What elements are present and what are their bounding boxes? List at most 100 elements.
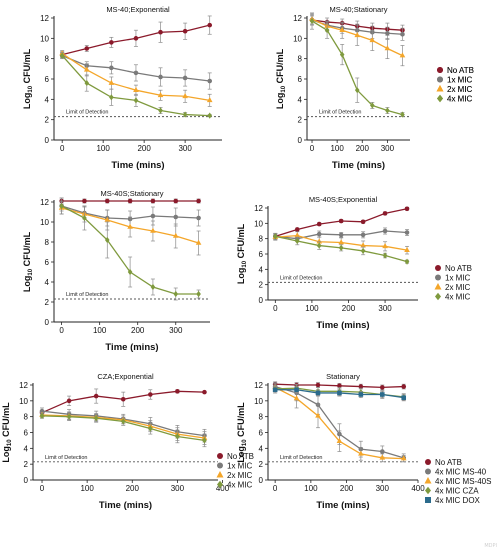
y-tick-label: 6 — [259, 250, 264, 259]
y-tick-label: 2 — [259, 460, 264, 469]
data-point — [401, 395, 407, 400]
y-tick-label: 4 — [24, 444, 29, 453]
data-point — [173, 214, 179, 220]
y-tick-label: 2 — [298, 116, 303, 125]
y-tick-label: 6 — [45, 258, 50, 267]
data-point — [158, 107, 163, 114]
legend-marker — [425, 497, 431, 503]
data-point — [175, 433, 180, 440]
y-tick-label: 8 — [24, 413, 29, 422]
chart-title: MS-40S;Exponential — [309, 195, 378, 204]
data-point — [400, 455, 407, 461]
x-tick-label: 200 — [340, 484, 354, 493]
data-point — [66, 413, 72, 420]
data-point — [82, 198, 87, 204]
data-point — [400, 31, 405, 37]
data-point — [84, 79, 90, 87]
legend-marker — [434, 283, 442, 290]
data-point — [382, 228, 388, 234]
legend-marker — [217, 462, 223, 469]
legend-marker — [217, 480, 223, 489]
data-point — [360, 219, 366, 225]
legend-label: No ATB — [227, 452, 254, 461]
y-tick-label: 6 — [259, 429, 264, 438]
data-point — [175, 389, 180, 394]
data-point — [104, 216, 111, 222]
data-point — [82, 214, 87, 222]
chart-title: CZA;Exponential — [97, 372, 154, 381]
data-point — [337, 383, 342, 389]
x-tick-label: 0 — [273, 484, 278, 493]
x-axis-label: Time (mins) — [105, 342, 158, 353]
x-tick-label: 200 — [126, 484, 140, 493]
legend-marker — [435, 292, 441, 301]
data-point — [294, 237, 300, 245]
data-point — [382, 243, 388, 249]
data-point — [150, 283, 156, 291]
data-point — [206, 97, 213, 103]
limit-of-detection-label: Limit of Detection — [280, 455, 323, 461]
data-point — [272, 387, 278, 393]
chart-panel-6: Stationary 0 2 4 6 8 10 12 0 100 200 300 400 Time (mi… — [236, 372, 491, 511]
series-2x-mic — [58, 201, 202, 256]
data-point — [379, 392, 385, 397]
data-point — [150, 227, 156, 233]
x-tick-label: 200 — [342, 304, 356, 313]
data-point — [127, 268, 133, 276]
data-point — [196, 198, 201, 204]
data-point — [360, 232, 366, 238]
data-point — [133, 36, 139, 41]
data-point — [404, 246, 410, 252]
y-tick-label: 12 — [254, 381, 263, 390]
y-tick-label: 0 — [45, 318, 50, 327]
x-tick-label: 300 — [178, 144, 192, 153]
data-point — [316, 221, 322, 227]
data-point — [338, 218, 344, 224]
y-tick-label: 0 — [259, 296, 264, 305]
data-point — [316, 242, 322, 249]
data-point — [294, 227, 300, 232]
data-point — [127, 223, 133, 229]
data-point — [150, 213, 156, 219]
legend-marker — [437, 76, 443, 83]
y-tick-label: 10 — [254, 397, 263, 406]
y-tick-label: 12 — [40, 14, 49, 23]
data-point — [39, 408, 45, 414]
series-1x-mic — [59, 52, 213, 90]
data-point — [39, 412, 45, 419]
series-4x-mic-ms-40s — [272, 383, 407, 463]
chart-title: MS-40;Stationary — [330, 5, 388, 14]
y-tick-label: 12 — [40, 198, 49, 207]
data-point — [173, 198, 179, 204]
y-tick-label: 2 — [45, 116, 50, 125]
data-point — [182, 28, 188, 34]
data-point — [196, 215, 201, 221]
legend-marker — [216, 471, 224, 478]
data-point — [158, 29, 163, 35]
y-tick-label: 4 — [45, 95, 50, 104]
x-tick-label: 0 — [40, 484, 45, 493]
series-4x-mic — [59, 52, 213, 119]
series-4x-mic — [59, 197, 201, 301]
legend-label: 1x MIC — [227, 462, 253, 471]
data-point — [360, 242, 366, 248]
data-point — [195, 239, 202, 245]
data-point — [157, 91, 164, 98]
y-tick-label: 6 — [24, 429, 29, 438]
x-tick-label: 0 — [273, 304, 278, 313]
data-point — [158, 74, 163, 80]
data-point — [93, 415, 99, 422]
data-point — [148, 425, 153, 432]
y-tick-label: 0 — [45, 136, 50, 145]
y-tick-label: 12 — [293, 14, 302, 23]
x-tick-label: 400 — [411, 484, 425, 493]
data-point — [401, 384, 407, 389]
chart-panel-3: MS-40S;Stationary 0 2 4 6 8 10 12 0 100 200 300 Time… — [22, 189, 210, 353]
data-point — [207, 112, 213, 119]
data-point — [207, 78, 213, 84]
x-tick-label: 300 — [378, 304, 392, 313]
legend-label: No ATB — [435, 458, 462, 467]
legend-label: 2x MIC — [445, 283, 471, 292]
x-axis-label: Time (mins) — [316, 320, 369, 331]
y-tick-label: 4 — [259, 444, 264, 453]
